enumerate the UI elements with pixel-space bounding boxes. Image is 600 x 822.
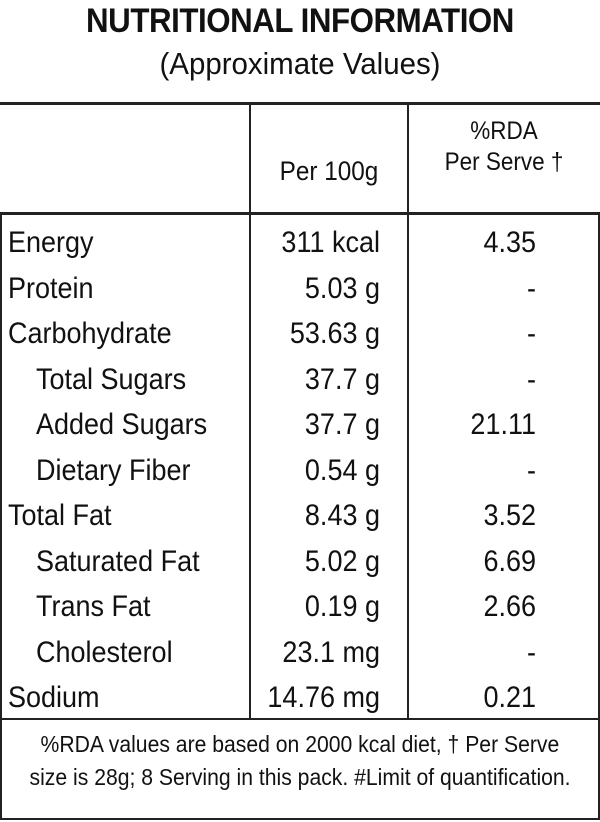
table-right-border	[598, 212, 600, 820]
value-per-100g: 53.63 g	[289, 317, 380, 350]
value-per-100g: 0.54 g	[304, 453, 380, 487]
nutrient-name: Cholesterol	[36, 635, 173, 669]
nutrient-name: Total Sugars	[36, 362, 187, 396]
table-row: Protein 5.03 g -	[0, 266, 600, 312]
nutrient-name: Sodium	[8, 681, 100, 714]
value-per-100g: 5.03 g	[304, 271, 380, 305]
value-rda-per-serve: 3.52	[483, 499, 536, 532]
table-left-border	[0, 212, 2, 820]
nutrient-name: Carbohydrate	[8, 317, 172, 350]
value-rda-per-serve: 0.21	[483, 681, 536, 714]
value-per-100g: 23.1 mg	[282, 635, 380, 669]
table-row: Dietary Fiber 0.54 g -	[0, 448, 600, 494]
value-rda-per-serve: 4.35	[483, 226, 536, 259]
nutrient-name: Dietary Fiber	[36, 453, 191, 487]
column-divider-2	[407, 102, 409, 718]
label-title: NUTRITIONAL INFORMATION	[86, 2, 514, 40]
table-row: Saturated Fat 5.02 g 6.69	[0, 539, 600, 585]
header-per-100g: Per 100g	[279, 156, 379, 186]
header-rda: %RDA Per Serve †	[418, 116, 591, 178]
header-rda-line2: Per Serve †	[444, 148, 564, 176]
table-row: Total Sugars 37.7 g -	[0, 357, 600, 403]
header-rda-line1: %RDA	[470, 117, 538, 145]
footnote: %RDA values are based on 2000 kcal diet,…	[0, 728, 600, 818]
table-row: Total Fat 8.43 g 3.52	[0, 493, 600, 539]
table-row: Energy 311 kcal 4.35	[0, 220, 600, 266]
label-subtitle: (Approximate Values)	[159, 46, 441, 81]
nutrient-name: Total Fat	[8, 499, 112, 532]
table-row: Carbohydrate 53.63 g -	[0, 311, 600, 357]
value-rda-per-serve: 6.69	[483, 544, 536, 578]
value-per-100g: 8.43 g	[304, 499, 380, 532]
value-rda-per-serve: -	[527, 271, 536, 305]
table-bottom-border	[0, 818, 600, 820]
table-top-border	[0, 102, 600, 105]
column-divider-1	[249, 102, 251, 718]
footnote-divider	[0, 718, 600, 720]
nutrient-name: Saturated Fat	[36, 544, 200, 578]
value-rda-per-serve: 2.66	[483, 590, 536, 623]
value-per-100g: 37.7 g	[304, 362, 380, 396]
footnote-line-1: %RDA values are based on 2000 kcal diet,…	[40, 731, 560, 757]
value-rda-per-serve: -	[527, 317, 536, 350]
value-rda-per-serve: -	[527, 635, 536, 669]
table-row: Added Sugars 37.7 g 21.11	[0, 402, 600, 448]
value-per-100g: 311 kcal	[281, 226, 380, 259]
nutrient-name: Added Sugars	[36, 408, 208, 441]
nutrition-table: Per 100g %RDA Per Serve † Energy 311 kcal…	[0, 102, 600, 820]
value-per-100g: 14.76 mg	[267, 681, 380, 714]
table-row: Trans Fat 0.19 g 2.66	[0, 584, 600, 630]
value-per-100g: 37.7 g	[304, 408, 380, 441]
table-row: Cholesterol 23.1 mg -	[0, 630, 600, 676]
header-divider	[0, 212, 600, 215]
table-row: Sodium 14.76 mg 0.21	[0, 675, 600, 721]
value-per-100g: 5.02 g	[304, 544, 380, 578]
footnote-line-2: size is 28g; 8 Serving in this pack. #Li…	[29, 764, 571, 790]
nutrient-name: Trans Fat	[36, 590, 151, 623]
value-per-100g: 0.19 g	[304, 590, 380, 623]
nutrient-name: Protein	[8, 271, 94, 305]
value-rda-per-serve: 21.11	[470, 408, 536, 441]
value-rda-per-serve: -	[527, 362, 536, 396]
value-rda-per-serve: -	[527, 453, 536, 487]
nutrient-name: Energy	[8, 226, 94, 259]
